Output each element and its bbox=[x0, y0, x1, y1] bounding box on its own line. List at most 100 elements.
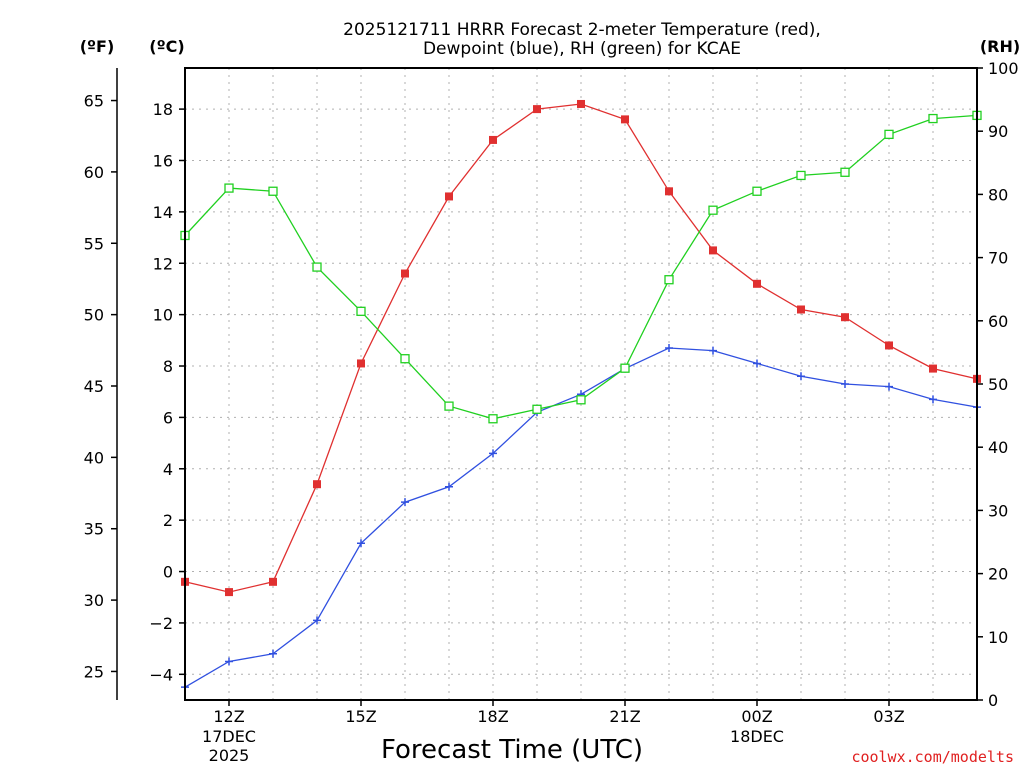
rh-tick-label: 80 bbox=[988, 185, 1008, 204]
rh-tick-label: 30 bbox=[988, 501, 1008, 520]
temperature-point bbox=[401, 269, 409, 278]
rh-point bbox=[400, 354, 410, 364]
dewpoint-point bbox=[753, 359, 761, 368]
temperature-point bbox=[665, 187, 673, 196]
dewpoint-point bbox=[841, 380, 849, 388]
celsius-tick-label: 6 bbox=[163, 408, 173, 427]
temperature-point bbox=[753, 279, 761, 288]
credit-text: coolwx.com/modelts bbox=[851, 748, 1014, 766]
rh-point bbox=[620, 363, 630, 373]
celsius-tick-label: 8 bbox=[163, 357, 173, 376]
x-tick-year: 2025 bbox=[209, 746, 250, 765]
celsius-tick-label: −2 bbox=[149, 614, 173, 633]
rh-point bbox=[796, 170, 806, 181]
fahrenheit-unit-label: (ºF) bbox=[80, 37, 115, 56]
temperature-point bbox=[445, 192, 453, 201]
temperature-point bbox=[357, 359, 365, 368]
rh-point bbox=[312, 262, 322, 272]
dewpoint-point bbox=[313, 616, 321, 625]
x-tick-label: 03Z bbox=[873, 707, 904, 726]
series-layer bbox=[180, 99, 982, 692]
celsius-tick-label: 2 bbox=[163, 511, 173, 530]
chart-title-line1: 2025121711 HRRR Forecast 2-meter Tempera… bbox=[343, 20, 821, 40]
dewpoint-point bbox=[885, 382, 893, 391]
x-tick-label: 21Z bbox=[609, 707, 640, 726]
temperature-point bbox=[489, 135, 497, 144]
temperature-point bbox=[621, 115, 629, 124]
x-tick-label: 15Z bbox=[345, 707, 376, 726]
dewpoint-point bbox=[269, 649, 277, 658]
temperature-point bbox=[841, 313, 849, 322]
rh-point bbox=[840, 167, 850, 177]
temperature-point bbox=[225, 588, 233, 597]
rh-unit-label: (RH) bbox=[980, 37, 1020, 56]
temperature-point bbox=[797, 305, 805, 314]
fahrenheit-tick-label: 25 bbox=[84, 662, 104, 681]
temperature-point bbox=[269, 577, 277, 586]
fahrenheit-tick-label: 45 bbox=[84, 377, 104, 396]
chart-title-line2: Dewpoint (blue), RH (green) for KCAE bbox=[423, 39, 741, 59]
rh-point bbox=[444, 401, 454, 411]
fahrenheit-tick-label: 30 bbox=[84, 591, 104, 610]
dewpoint-point bbox=[665, 344, 673, 353]
temperature-point bbox=[533, 105, 541, 114]
celsius-unit-label: (ºC) bbox=[149, 37, 184, 56]
rh-tick-label: 90 bbox=[988, 122, 1008, 141]
rh-point bbox=[884, 129, 894, 140]
dewpoint-point bbox=[929, 395, 937, 404]
x-tick-date: 17DEC bbox=[202, 727, 256, 746]
celsius-tick-label: 14 bbox=[153, 203, 173, 222]
temperature-point bbox=[929, 364, 937, 373]
rh-tick-label: 70 bbox=[988, 249, 1008, 268]
temperature-point bbox=[885, 341, 893, 350]
dewpoint-point bbox=[797, 372, 805, 381]
dewpoint-point bbox=[709, 346, 717, 355]
rh-point bbox=[664, 275, 674, 285]
celsius-tick-label: 4 bbox=[163, 460, 173, 479]
rh-tick-label: 100 bbox=[988, 59, 1019, 78]
rh-point bbox=[488, 414, 498, 424]
rh-tick-label: 10 bbox=[988, 628, 1008, 647]
rh-tick-label: 60 bbox=[988, 312, 1008, 331]
grid-lines bbox=[185, 68, 977, 700]
rh-point bbox=[752, 186, 762, 196]
rh-point bbox=[268, 186, 278, 196]
x-tick-date: 18DEC bbox=[730, 727, 784, 746]
rh-point bbox=[356, 306, 366, 316]
dewpoint-point bbox=[225, 657, 233, 666]
celsius-tick-label: 0 bbox=[163, 563, 173, 582]
celsius-tick-label: 16 bbox=[153, 151, 173, 170]
fahrenheit-tick-label: 55 bbox=[84, 234, 104, 253]
rh-tick-label: 40 bbox=[988, 438, 1008, 457]
x-tick-label: 18Z bbox=[477, 707, 508, 726]
fahrenheit-tick-label: 65 bbox=[84, 92, 104, 111]
celsius-tick-label: 12 bbox=[153, 254, 173, 273]
x-axis-label: Forecast Time (UTC) bbox=[381, 735, 643, 765]
fahrenheit-tick-label: 40 bbox=[84, 448, 104, 467]
temperature-point bbox=[709, 246, 717, 255]
rh-tick-label: 20 bbox=[988, 565, 1008, 584]
x-tick-label: 12Z bbox=[213, 707, 244, 726]
rh-point bbox=[928, 113, 938, 124]
rh-point bbox=[708, 205, 718, 215]
fahrenheit-tick-label: 60 bbox=[84, 163, 104, 182]
x-tick-label: 00Z bbox=[741, 707, 772, 726]
dewpoint-point bbox=[357, 539, 365, 548]
rh-point bbox=[532, 404, 542, 414]
dewpoint-point bbox=[445, 482, 453, 491]
fahrenheit-tick-label: 50 bbox=[84, 306, 104, 325]
dewpoint-point bbox=[401, 498, 409, 507]
temperature-point bbox=[577, 99, 585, 108]
rh-point bbox=[576, 395, 586, 405]
rh-tick-label: 0 bbox=[988, 691, 998, 710]
dewpoint-point bbox=[489, 449, 497, 458]
rh-point bbox=[224, 183, 234, 193]
temperature-point bbox=[313, 480, 321, 489]
fahrenheit-tick-label: 35 bbox=[84, 520, 104, 539]
celsius-tick-label: −4 bbox=[149, 665, 173, 684]
celsius-tick-label: 18 bbox=[153, 100, 173, 119]
celsius-tick-label: 10 bbox=[153, 306, 173, 325]
rh-tick-label: 50 bbox=[988, 375, 1008, 394]
